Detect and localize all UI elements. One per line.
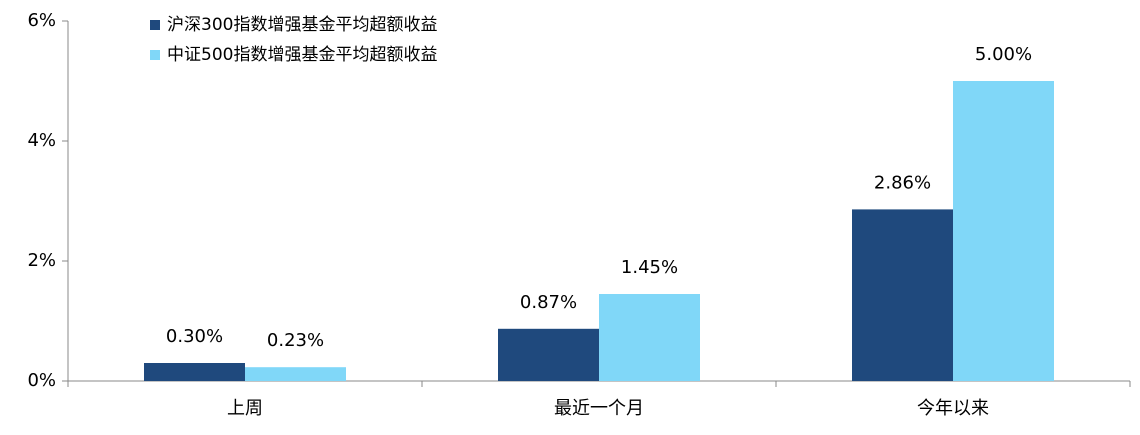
bar bbox=[245, 367, 346, 381]
bar bbox=[498, 328, 599, 381]
bar bbox=[599, 294, 700, 381]
y-tick-label: 4% bbox=[27, 130, 56, 151]
y-tick-label: 0% bbox=[27, 370, 56, 391]
y-tick-label: 2% bbox=[27, 250, 56, 271]
y-tick-label: 6% bbox=[27, 10, 56, 31]
bar bbox=[144, 363, 245, 381]
bar bbox=[852, 209, 953, 381]
x-tick-label: 上周 bbox=[227, 398, 263, 419]
data-label: 0.23% bbox=[267, 330, 324, 351]
legend-swatch bbox=[150, 20, 160, 30]
x-tick-label: 今年以来 bbox=[917, 398, 989, 419]
legend-label: 中证500指数增强基金平均超额收益 bbox=[167, 45, 437, 65]
data-label: 2.86% bbox=[874, 172, 931, 193]
legend-label: 沪深300指数增强基金平均超额收益 bbox=[167, 15, 437, 35]
data-label: 1.45% bbox=[621, 257, 678, 278]
x-tick-label: 最近一个月 bbox=[554, 398, 644, 419]
bar bbox=[953, 81, 1054, 381]
legend-swatch bbox=[150, 50, 160, 60]
data-label: 5.00% bbox=[975, 44, 1032, 65]
data-label: 0.30% bbox=[166, 326, 223, 347]
data-label: 0.87% bbox=[520, 292, 577, 313]
